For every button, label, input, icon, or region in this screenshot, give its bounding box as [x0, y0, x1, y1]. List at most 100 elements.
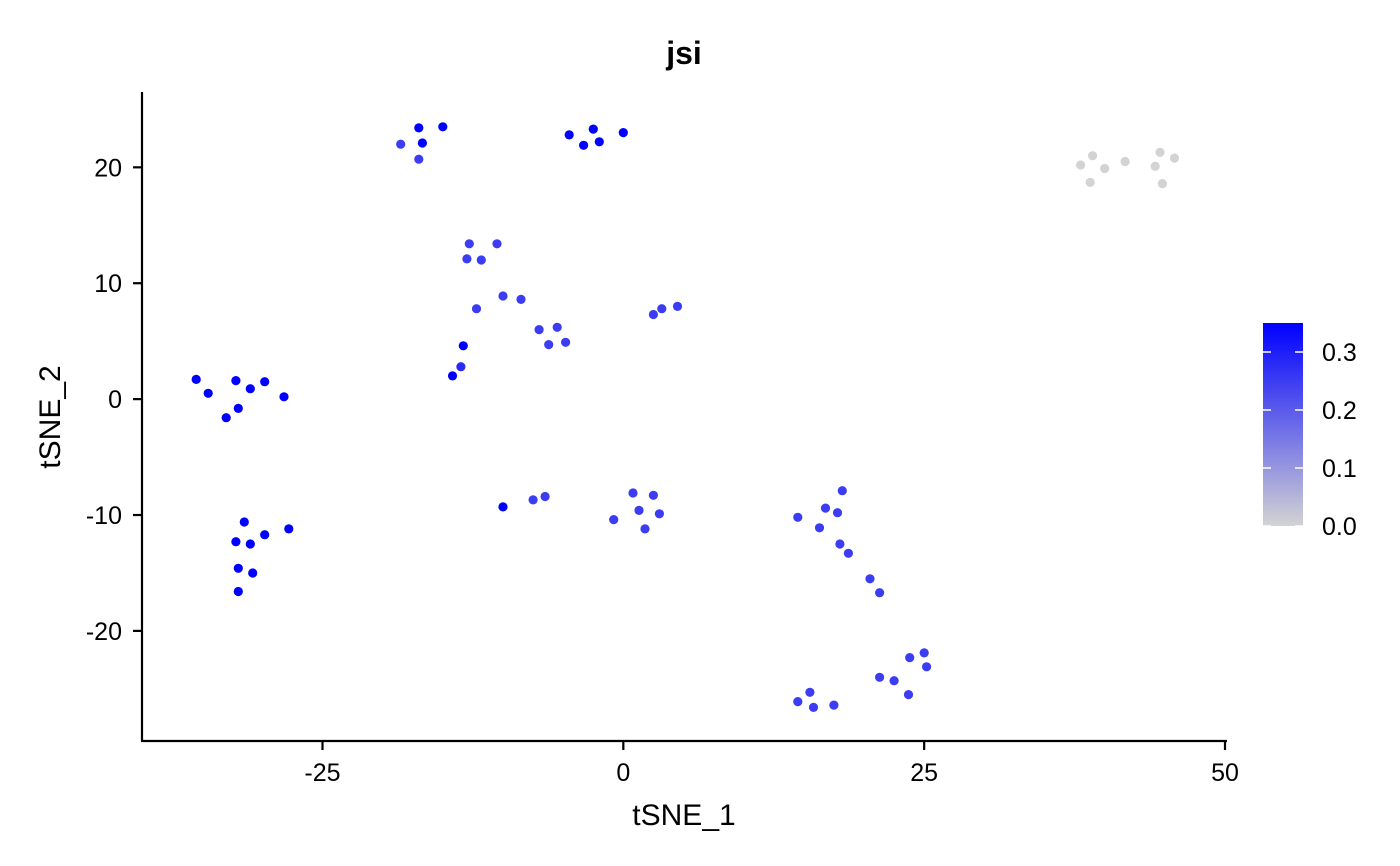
data-point: [634, 505, 644, 515]
color-legend: 0.0 0.1 0.2 0.3: [1263, 323, 1357, 541]
data-point: [414, 123, 424, 133]
data-point: [191, 374, 201, 384]
data-point: [464, 239, 474, 249]
data-point: [1120, 156, 1130, 167]
data-point: [284, 524, 294, 534]
data-point: [805, 687, 815, 697]
y-tick-label: 0: [108, 386, 122, 414]
data-point: [552, 322, 562, 332]
data-point: [919, 648, 929, 658]
colorbar-tick-label: 0.1: [1322, 455, 1357, 483]
colorbar-tick-label: 0.3: [1322, 339, 1357, 367]
data-point: [657, 304, 667, 314]
data-point: [648, 309, 659, 320]
colorbar-tick-label: 0.2: [1322, 397, 1357, 425]
data-point: [865, 574, 875, 584]
data-point: [534, 325, 544, 335]
data-point: [829, 700, 839, 710]
x-tick-label: 50: [1211, 759, 1239, 787]
data-point: [260, 530, 270, 540]
x-axis-label: tSNE_1: [632, 799, 735, 832]
data-point: [233, 563, 243, 573]
data-point: [1157, 179, 1167, 189]
data-point: [471, 304, 482, 314]
data-point: [233, 403, 243, 413]
data-point: [793, 697, 803, 707]
data-point: [456, 362, 466, 372]
data-point: [221, 413, 231, 423]
data-point: [245, 539, 255, 549]
data-point: [875, 672, 885, 682]
data-point: [248, 568, 258, 578]
data-point: [561, 337, 571, 347]
data-point: [609, 515, 619, 525]
y-axis-label: tSNE_2: [34, 365, 67, 468]
data-point: [233, 586, 243, 597]
data-point: [1100, 163, 1110, 174]
data-point: [875, 588, 885, 598]
y-tick-label: -20: [86, 618, 122, 646]
data-point: [239, 517, 249, 527]
data-point: [922, 662, 932, 672]
x-tick-label: -25: [304, 759, 340, 787]
data-point: [462, 254, 472, 264]
data-point: [544, 340, 554, 350]
data-point: [498, 291, 508, 301]
data-point: [279, 392, 289, 402]
data-point: [231, 537, 241, 547]
data-point: [438, 122, 448, 132]
data-point: [458, 341, 468, 351]
data-point: [672, 301, 683, 311]
data-point: [245, 384, 255, 394]
colorbar-tick-label: 0.0: [1322, 513, 1357, 541]
data-point: [832, 508, 843, 518]
chart-title: jsi: [665, 35, 702, 71]
data-point: [905, 653, 915, 663]
data-point: [447, 371, 458, 381]
data-point: [618, 128, 628, 138]
data-point: [492, 239, 502, 249]
data-point: [889, 676, 899, 686]
data-point: [648, 490, 659, 500]
data-point: [417, 138, 427, 148]
data-point: [564, 130, 574, 140]
data-point: [814, 523, 825, 533]
x-tick-label: 25: [910, 759, 938, 787]
data-point: [396, 139, 406, 149]
data-point: [654, 509, 665, 519]
data-point: [1150, 161, 1160, 171]
data-point: [837, 486, 847, 496]
data-point: [579, 140, 589, 150]
data-point: [808, 702, 819, 713]
data-point: [528, 495, 538, 505]
data-point: [835, 539, 845, 549]
x-ticks: -25 0 25 50: [304, 741, 1239, 787]
data-point: [231, 376, 241, 386]
data-point: [498, 502, 508, 512]
y-tick-label: 10: [94, 270, 122, 298]
data-point: [1088, 151, 1098, 161]
data-point: [540, 491, 550, 502]
data-point: [260, 377, 270, 387]
data-point: [476, 255, 486, 265]
data-point: [594, 137, 604, 147]
data-point: [1085, 177, 1095, 187]
data-point: [203, 388, 213, 398]
data-point: [588, 124, 598, 134]
y-tick-label: -10: [86, 502, 122, 530]
y-ticks: -20 -10 0 10 20: [86, 154, 142, 646]
y-tick-label: 20: [94, 154, 122, 182]
data-point: [793, 512, 803, 522]
colorbar: [1263, 323, 1303, 526]
points-layer: [191, 122, 1180, 713]
data-point: [903, 690, 914, 700]
data-point: [843, 548, 854, 558]
data-point: [1169, 153, 1180, 163]
data-point: [516, 294, 526, 304]
colorbar-ticks: 0.0 0.1 0.2 0.3: [1263, 339, 1357, 541]
data-point: [820, 503, 831, 513]
data-point: [414, 154, 424, 164]
data-point: [1076, 160, 1086, 170]
data-point: [640, 524, 650, 534]
